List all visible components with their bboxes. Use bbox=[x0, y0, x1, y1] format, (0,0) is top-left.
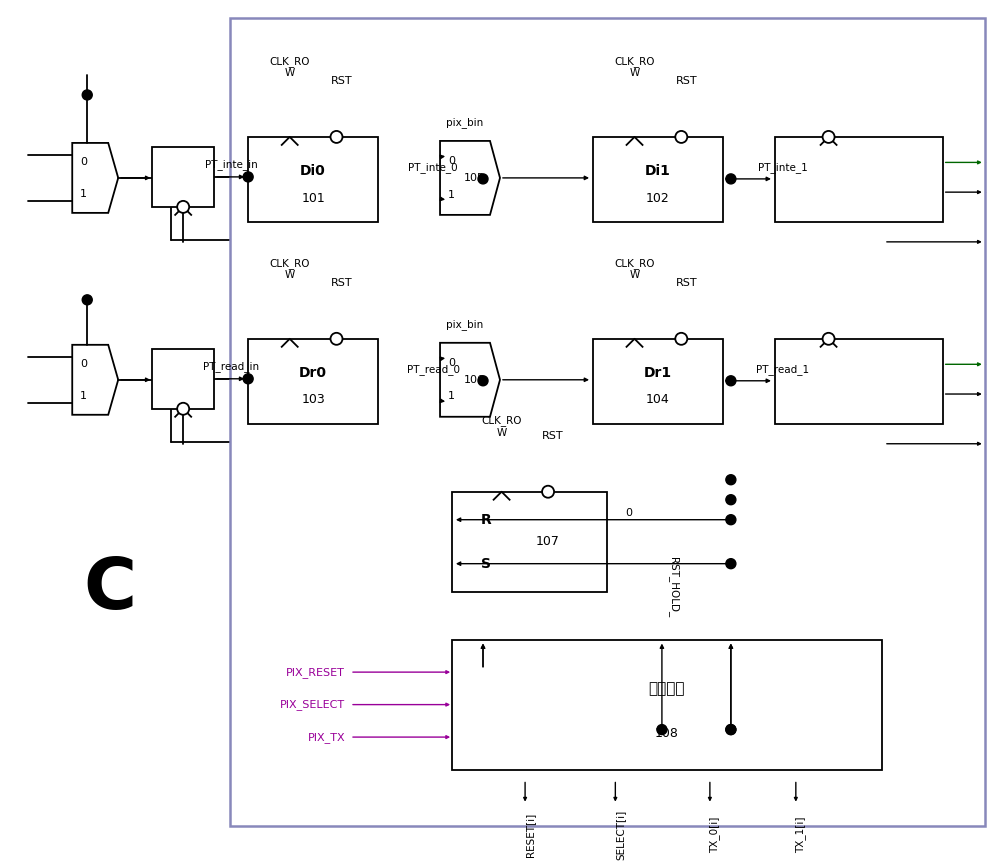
Text: 105: 105 bbox=[464, 173, 485, 183]
Text: RST: RST bbox=[675, 76, 697, 86]
Text: Di0: Di0 bbox=[300, 164, 326, 178]
Bar bbox=[248, 339, 378, 424]
Text: 1: 1 bbox=[80, 390, 87, 401]
Circle shape bbox=[478, 375, 488, 386]
Text: R: R bbox=[481, 512, 491, 527]
Text: 1: 1 bbox=[448, 190, 455, 199]
Text: Dr1: Dr1 bbox=[644, 366, 672, 380]
Circle shape bbox=[823, 131, 835, 143]
Circle shape bbox=[177, 201, 189, 213]
Text: 0: 0 bbox=[448, 156, 455, 166]
Text: PT_inte_in: PT_inte_in bbox=[205, 160, 258, 170]
Text: pix_bin: pix_bin bbox=[446, 319, 484, 330]
Bar bbox=[775, 339, 943, 424]
Text: CLK_RO
W: CLK_RO W bbox=[269, 55, 310, 78]
Circle shape bbox=[177, 403, 189, 414]
Text: TX_0[i]: TX_0[i] bbox=[709, 817, 720, 853]
Circle shape bbox=[726, 725, 736, 734]
Circle shape bbox=[243, 172, 253, 182]
Text: RESET[i]: RESET[i] bbox=[525, 812, 535, 857]
Text: RST: RST bbox=[331, 277, 352, 288]
Circle shape bbox=[243, 374, 253, 384]
Text: Di1: Di1 bbox=[645, 164, 671, 178]
Text: RST: RST bbox=[542, 431, 564, 440]
Text: TX_1[i]: TX_1[i] bbox=[795, 817, 806, 853]
Circle shape bbox=[330, 333, 342, 345]
Text: PIX_RESET: PIX_RESET bbox=[286, 667, 345, 678]
Text: 0: 0 bbox=[448, 358, 455, 368]
Circle shape bbox=[82, 90, 92, 100]
Text: CLK_RO
W: CLK_RO W bbox=[481, 415, 522, 438]
Text: PT_inte_1: PT_inte_1 bbox=[758, 162, 808, 173]
Text: S: S bbox=[481, 557, 491, 570]
Circle shape bbox=[726, 495, 736, 505]
Circle shape bbox=[478, 174, 488, 184]
Circle shape bbox=[726, 174, 736, 184]
Circle shape bbox=[726, 558, 736, 569]
Bar bbox=[775, 137, 943, 222]
Text: pix_bin: pix_bin bbox=[446, 117, 484, 128]
Bar bbox=[230, 18, 985, 825]
Text: PT_read_0: PT_read_0 bbox=[407, 364, 460, 375]
Text: PIX_SELECT: PIX_SELECT bbox=[280, 699, 345, 710]
Text: PT_read_in: PT_read_in bbox=[203, 362, 259, 372]
Bar bbox=[152, 349, 214, 408]
Text: 0: 0 bbox=[80, 157, 87, 167]
Text: 101: 101 bbox=[301, 192, 325, 205]
Circle shape bbox=[82, 295, 92, 305]
Text: CLK_RO
W: CLK_RO W bbox=[614, 55, 655, 78]
Text: RST_HOLD_: RST_HOLD_ bbox=[668, 557, 679, 616]
Circle shape bbox=[726, 515, 736, 525]
Text: 108: 108 bbox=[655, 727, 679, 740]
Text: 1: 1 bbox=[448, 391, 455, 401]
Text: PIX_TX: PIX_TX bbox=[307, 732, 345, 742]
Text: 1: 1 bbox=[80, 189, 87, 199]
Text: CLK_RO
W: CLK_RO W bbox=[614, 257, 655, 280]
Bar bbox=[452, 640, 882, 770]
Text: 103: 103 bbox=[301, 394, 325, 407]
Text: CLK_RO
W: CLK_RO W bbox=[269, 257, 310, 280]
Bar bbox=[593, 339, 723, 424]
Text: PT_read_1: PT_read_1 bbox=[756, 364, 809, 375]
Text: 0: 0 bbox=[625, 508, 632, 518]
Circle shape bbox=[823, 333, 835, 345]
Text: 组合逻辑: 组合逻辑 bbox=[649, 681, 685, 696]
Circle shape bbox=[330, 131, 342, 143]
Circle shape bbox=[542, 486, 554, 498]
Text: C: C bbox=[84, 555, 137, 624]
Text: 107: 107 bbox=[536, 535, 560, 548]
Text: RST: RST bbox=[331, 76, 352, 86]
Circle shape bbox=[675, 333, 687, 345]
Bar bbox=[152, 147, 214, 207]
Text: 104: 104 bbox=[646, 394, 670, 407]
Text: RST: RST bbox=[675, 277, 697, 288]
Bar bbox=[593, 137, 723, 222]
Text: PT_inte_0: PT_inte_0 bbox=[408, 162, 458, 173]
Circle shape bbox=[726, 725, 736, 734]
Text: 0: 0 bbox=[80, 359, 87, 369]
Text: 106: 106 bbox=[464, 375, 485, 385]
Text: Dr0: Dr0 bbox=[299, 366, 327, 380]
Circle shape bbox=[726, 375, 736, 386]
Circle shape bbox=[726, 475, 736, 485]
Text: 102: 102 bbox=[646, 192, 670, 205]
Bar bbox=[248, 137, 378, 222]
Circle shape bbox=[657, 725, 667, 734]
Bar bbox=[452, 492, 607, 591]
Text: SELECT[i]: SELECT[i] bbox=[615, 810, 625, 860]
Circle shape bbox=[675, 131, 687, 143]
